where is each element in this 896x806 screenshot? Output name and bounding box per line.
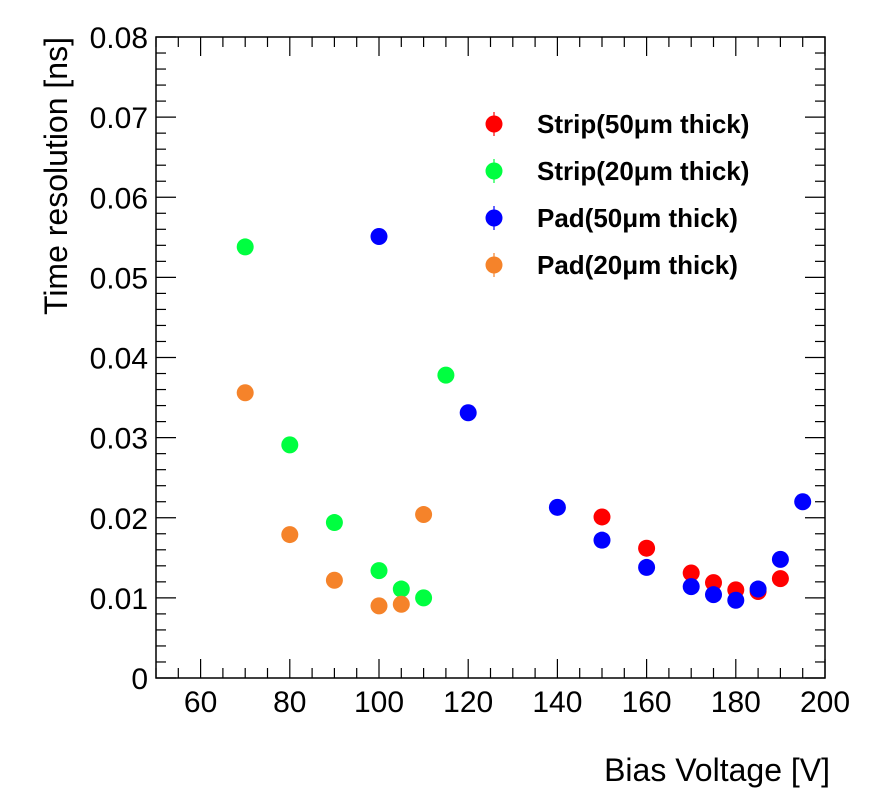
data-point-series-4 [415, 506, 433, 524]
legend-entry-label: Strip(20μm thick) [537, 156, 749, 186]
data-point-series-4 [281, 526, 299, 544]
data-point-series-3 [749, 580, 767, 598]
y-tick-label: 0.08 [90, 22, 148, 55]
legend-entry-label: Strip(50μm thick) [537, 109, 749, 139]
data-point-series-3 [794, 493, 812, 511]
data-point-series-3 [370, 228, 388, 246]
data-point-series-2 [392, 580, 410, 598]
data-point-series-3 [727, 591, 745, 609]
y-tick-label: 0.01 [90, 583, 148, 616]
y-tick-label: 0.07 [90, 102, 148, 135]
y-tick-label: 0.02 [90, 503, 148, 536]
legend-marker [485, 256, 503, 274]
x-tick-label: 100 [354, 686, 404, 719]
data-point-series-3 [771, 550, 789, 568]
legend-marker [485, 209, 503, 227]
data-point-series-1 [593, 508, 611, 526]
x-tick-label: 200 [800, 686, 850, 719]
data-point-series-4 [370, 597, 388, 615]
y-tick-label: 0 [131, 663, 148, 696]
y-tick-label: 0.03 [90, 423, 148, 456]
data-point-series-4 [325, 571, 343, 589]
data-point-series-3 [682, 578, 700, 596]
data-point-series-2 [415, 589, 433, 607]
data-point-series-2 [236, 238, 254, 256]
data-point-series-2 [437, 366, 455, 384]
y-axis-title: Time resolution [ns] [38, 37, 74, 315]
x-axis-title: Bias Voltage [V] [604, 752, 830, 788]
data-point-series-1 [771, 570, 789, 588]
x-tick-label: 160 [622, 686, 672, 719]
data-point-series-1 [638, 539, 656, 557]
x-tick-label: 80 [273, 686, 306, 719]
tick-labels: 60 80 100 120 140 160 180 200 0 0.01 0.02 0.03 0.04 0… [90, 22, 850, 719]
data-point-series-3 [593, 531, 611, 549]
x-tick-label: 180 [711, 686, 761, 719]
axis-ticks [155, 36, 826, 679]
data-point-series-2 [370, 562, 388, 580]
x-tick-label: 60 [184, 686, 217, 719]
data-point-series-3 [705, 586, 722, 604]
legend-marker [485, 115, 503, 133]
data-point-series-1 [682, 564, 700, 582]
data-point-series-2 [325, 514, 343, 532]
y-tick-label: 0.06 [90, 182, 148, 215]
plot-frame [155, 36, 826, 679]
x-tick-label: 120 [443, 686, 493, 719]
y-tick-label: 0.05 [90, 262, 148, 295]
data-point-series-4 [236, 384, 254, 402]
legend-marker [485, 162, 503, 180]
legend: Strip(50μm thick) Strip(20μm thick) Pad(50… [485, 109, 749, 280]
data-point-series-1 [705, 574, 722, 592]
data-point-series-3 [638, 558, 656, 576]
data-point-series-3 [548, 498, 566, 516]
data-point-series-3 [459, 404, 477, 422]
legend-entry-label: Pad(50μm thick) [537, 203, 738, 233]
y-tick-label: 0.04 [90, 343, 148, 376]
legend-entry-label: Pad(20μm thick) [537, 250, 738, 280]
data-points [236, 228, 812, 615]
data-point-series-2 [281, 436, 299, 454]
x-tick-label: 140 [532, 686, 582, 719]
data-point-series-4 [392, 595, 410, 613]
